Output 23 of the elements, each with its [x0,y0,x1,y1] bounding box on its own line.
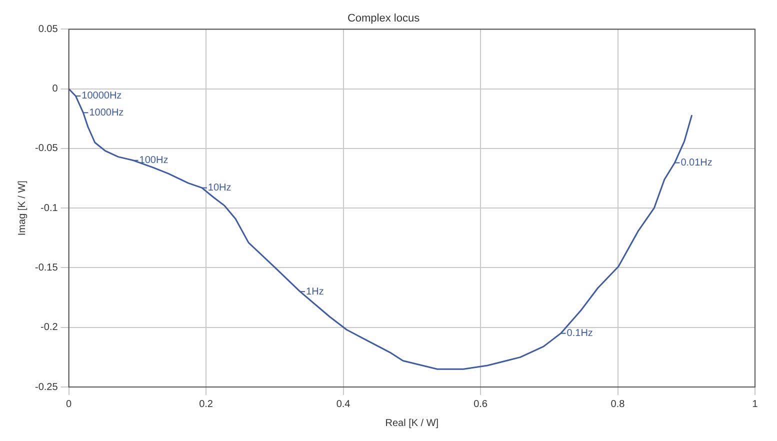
y-tick-label: 0.05 [38,24,58,35]
chart-title: Complex locus [347,12,420,25]
x-axis-title: Real [K / W] [385,418,439,429]
y-axis-title: Imag [K / W] [16,180,28,236]
y-tick-label: -0.1 [40,202,58,214]
y-tick-label: -0.15 [34,262,58,274]
x-tick-label: 0.6 [474,398,488,410]
annotation: 10000Hz [82,90,122,102]
x-tick-label: 0 [66,398,72,410]
annotation: 1Hz [306,286,324,298]
x-tick-label: 0.2 [199,398,214,410]
annotation: 0.01Hz [680,158,712,169]
y-tick-label: -0.05 [34,143,58,154]
y-tick-label: 0 [52,84,58,95]
y-tick-label: -0.2 [40,322,58,334]
x-tick-label: 1 [752,398,758,410]
annotation: 1000Hz [89,107,124,118]
annotation: 100Hz [139,155,168,166]
y-tick-label: -0.25 [34,382,58,393]
x-tick-label: 0.4 [336,398,351,410]
annotation: 0.1Hz [566,328,593,340]
annotation: 10Hz [208,182,232,194]
x-tick-label: 0.8 [610,398,626,410]
